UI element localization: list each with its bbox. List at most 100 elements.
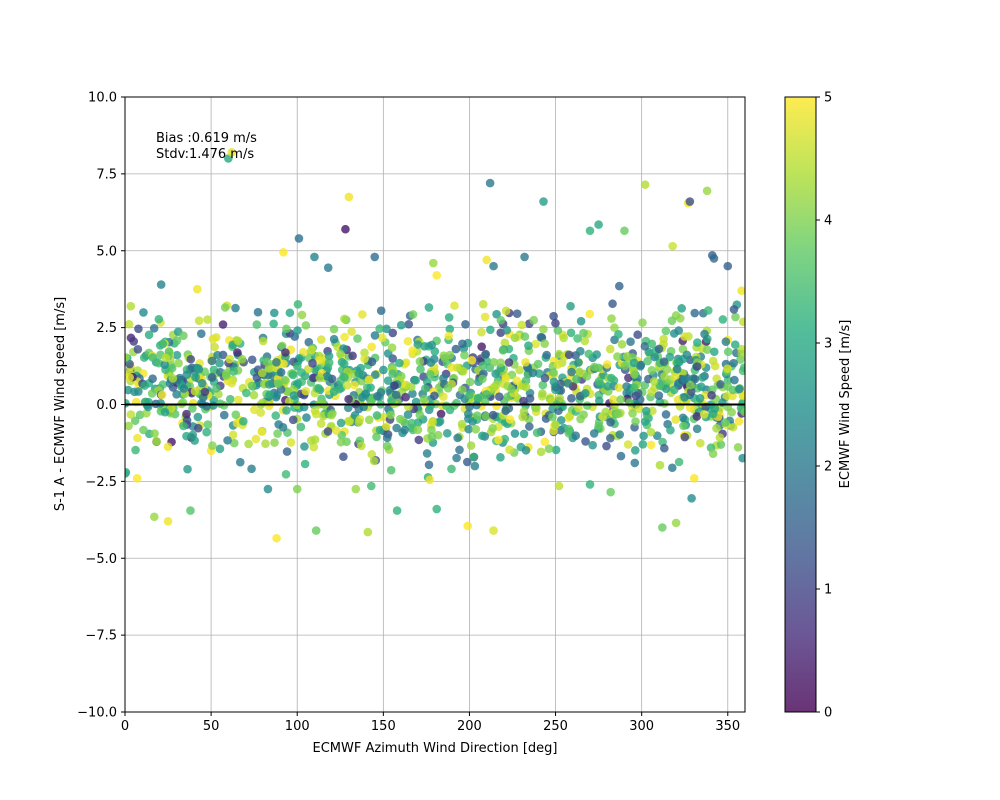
scatter-point [585,226,595,236]
scatter-point [548,412,557,422]
scatter-point [225,394,235,404]
scatter-point [458,339,467,349]
scatter-point [382,433,392,443]
scatter-point [252,320,262,329]
scatter-point [647,366,657,375]
scatter-point [281,470,291,479]
scatter-point [709,254,719,263]
scatter-point [680,392,689,402]
scatter-point [427,432,437,441]
scatter-point [553,326,563,335]
scatter-point [478,361,488,371]
scatter-point [565,411,575,421]
scatter-point [452,453,461,463]
scatter-point [125,469,130,478]
scatter-point [617,340,627,349]
scatter-point [130,416,140,426]
scatter-point [607,314,616,323]
scatter-point [614,330,623,339]
scatter-point [521,446,531,455]
scatter-point [282,324,291,334]
scatter-point [510,333,520,343]
scatter-point [428,258,438,268]
scatter-point [289,391,299,400]
scatter-point [294,234,304,243]
scatter-point [235,457,245,467]
scatter-point [339,359,349,369]
scatter-point [202,401,211,411]
scatter-point [443,383,453,393]
scatter-point [696,382,706,392]
scatter-point [505,415,515,424]
y-axis-ticks: −10.0 −7.5 −5.0 −2.5 0.0 2.5 5.0 7.5 10.0 [77,91,125,721]
scatter-point [310,252,319,262]
scatter-point [307,345,317,354]
scatter-point [382,422,391,431]
scatter-point [666,425,675,435]
scatter-point [518,412,527,422]
scatter-point [692,412,702,421]
scatter-point [609,395,618,404]
scatter-point [630,370,639,379]
scatter-point [140,381,149,390]
scatter-point [661,410,671,419]
scatter-point [426,401,435,410]
scatter-point [465,377,475,387]
scatter-point [269,319,278,329]
scatter-point [301,386,311,396]
scatter-point [540,437,550,447]
scatter-point [231,303,240,313]
scatter-point [367,342,377,352]
scatter-point [139,425,148,435]
scatter-point [272,358,281,367]
scatter-point [247,355,257,365]
scatter-point [314,384,323,393]
scatter-point [708,449,718,458]
scatter-point [549,377,559,387]
scatter-point [510,429,520,438]
scatter-point [372,432,381,442]
scatter-point [638,318,647,327]
scatter-point [280,375,290,385]
scatter-point [427,425,436,435]
scatter-point [640,180,650,189]
scatter-point [696,438,705,448]
scatter-point [652,431,662,441]
scatter-point [607,373,616,383]
scatter-point [274,379,283,389]
scatter-point [687,493,696,503]
scatter-point [340,332,349,342]
scatter-point [133,433,142,443]
scatter-point [347,327,356,336]
scatter-point [458,385,467,395]
scatter-point [496,315,506,325]
scatter-point [179,384,189,393]
scatter-point [634,404,644,413]
scatter-point [436,409,446,419]
scatter-point [450,301,459,310]
scatter-point [413,340,423,349]
scatter-point [517,320,527,330]
scatter-point [341,224,350,234]
scatter-point [442,428,452,438]
scatter-point [339,452,348,461]
scatter-point [208,441,217,450]
scatter-point [247,381,257,391]
scatter-point [529,315,539,325]
y-tick-label: 5.0 [96,244,117,259]
scatter-point [549,368,558,377]
scatter-point [125,373,134,382]
scatter-point [388,328,398,338]
scatter-point [376,306,386,315]
scatter-point [686,387,696,397]
y-tick-label: −7.5 [85,629,117,644]
scatter-point [193,412,203,422]
scatter-point [563,379,573,388]
scatter-point [662,365,672,374]
colorbar-tick-label: 2 [824,460,832,475]
scatter-point [521,376,531,386]
scatter-point [149,512,159,522]
scatter-point [685,197,695,206]
scatter-point [536,332,546,342]
scatter-point [227,148,237,157]
